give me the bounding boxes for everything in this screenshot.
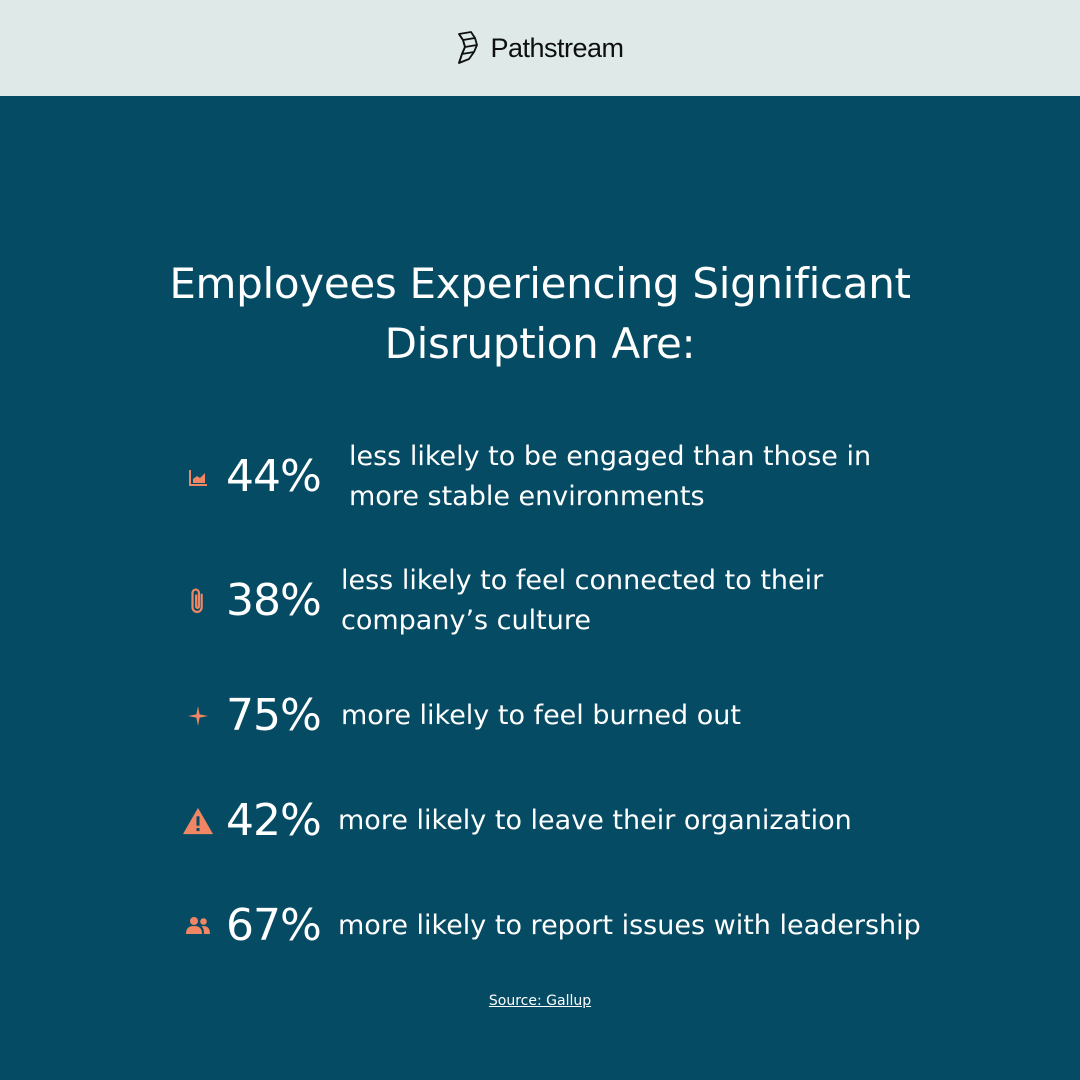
stat-value: 42% xyxy=(226,795,322,846)
stat-description: more likely to leave their organization xyxy=(338,805,852,836)
warning-icon xyxy=(182,805,214,837)
stat-description-line-1: less likely to be engaged than those in xyxy=(349,441,872,472)
stat-description: more likely to report issues with leader… xyxy=(338,910,921,941)
stat-description: more likely to feel burned out xyxy=(341,700,741,731)
pathstream-logo-icon xyxy=(458,31,479,64)
source-link[interactable]: Source: Gallup xyxy=(488,993,592,1009)
stat-row: 38% less likely to feel connected to the… xyxy=(0,565,1080,636)
title-line-2: Disruption Are: xyxy=(384,319,696,368)
stat-row: 42% more likely to leave their organizat… xyxy=(0,791,1080,851)
stat-value: 38% xyxy=(226,575,322,626)
stat-row: 44% less likely to be engaged than those… xyxy=(0,441,1080,512)
sparkle-icon xyxy=(182,700,214,732)
paperclip-icon xyxy=(182,585,214,617)
stat-description: less likely to feel connected to their c… xyxy=(341,565,823,636)
page-title: Employees Experiencing Significant Disru… xyxy=(140,254,940,374)
stat-row: 75% more likely to feel burned out xyxy=(0,686,1080,746)
stat-description: less likely to be engaged than those in … xyxy=(349,441,871,512)
stat-description-line-1: less likely to feel connected to their xyxy=(341,565,824,596)
stat-description-line-2: more stable environments xyxy=(349,481,705,512)
brand-name: Pathstream xyxy=(490,32,624,63)
people-icon xyxy=(182,910,214,942)
stat-value: 75% xyxy=(226,690,322,741)
header-band xyxy=(0,0,1080,96)
chart-icon xyxy=(182,461,214,493)
stat-value: 67% xyxy=(226,900,322,951)
stat-description-line-2: company’s culture xyxy=(341,605,591,636)
header-notch xyxy=(0,96,1080,200)
brand[interactable]: Pathstream xyxy=(0,30,1080,66)
title-line-1: Employees Experiencing Significant xyxy=(169,259,911,308)
stat-row: 67% more likely to report issues with le… xyxy=(0,896,1080,956)
stat-value: 44% xyxy=(226,451,322,502)
